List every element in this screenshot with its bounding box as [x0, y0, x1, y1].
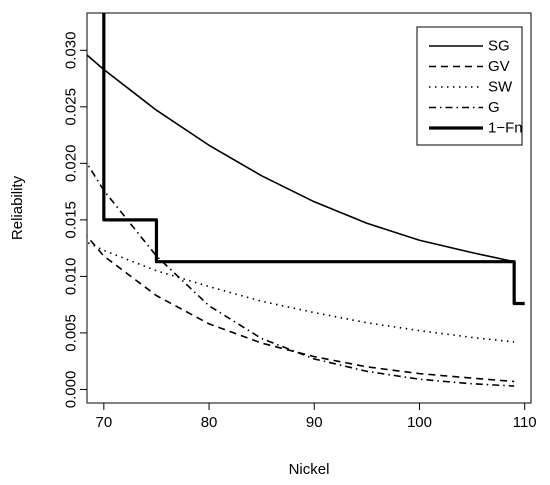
legend-label-sw: SW — [488, 79, 513, 96]
y-axis: 0.000 0.005 0.010 0.015 0.020 0.025 0.030 — [63, 32, 87, 409]
legend: SG GV SW G 1−Fn — [416, 26, 523, 146]
y-tick-label: 0.025 — [63, 88, 80, 126]
x-tick-label: 90 — [306, 414, 323, 431]
x-axis: 70 80 90 100 110 — [95, 403, 537, 431]
y-tick-label: 0.020 — [63, 145, 80, 183]
y-tick-label: 0.030 — [63, 32, 80, 70]
series-layer — [87, 13, 525, 387]
series-sg-line — [87, 53, 515, 263]
legend-label-gv: GV — [488, 58, 510, 75]
series-sw-line — [87, 241, 515, 343]
y-tick-label: 0.005 — [63, 314, 80, 352]
legend-label-g: G — [488, 99, 500, 116]
y-axis-title: Reliability — [9, 175, 26, 240]
y-tick-label: 0.000 — [63, 371, 80, 409]
x-axis-title: Nickel — [289, 461, 330, 478]
y-tick-label: 0.015 — [63, 201, 80, 239]
series-1-fn-line — [102, 13, 525, 306]
series-g-line — [87, 161, 515, 387]
legend-label-sg: SG — [488, 38, 510, 55]
plot-frame — [86, 12, 532, 404]
legend-label-1-fn: 1−Fn — [488, 120, 523, 137]
x-tick-label: 110 — [513, 414, 537, 431]
x-tick-label: 100 — [407, 414, 432, 431]
x-tick-label: 80 — [201, 414, 218, 431]
x-tick-label: 70 — [95, 414, 112, 431]
y-tick-label: 0.010 — [63, 258, 80, 296]
series-gv-line — [87, 234, 515, 383]
